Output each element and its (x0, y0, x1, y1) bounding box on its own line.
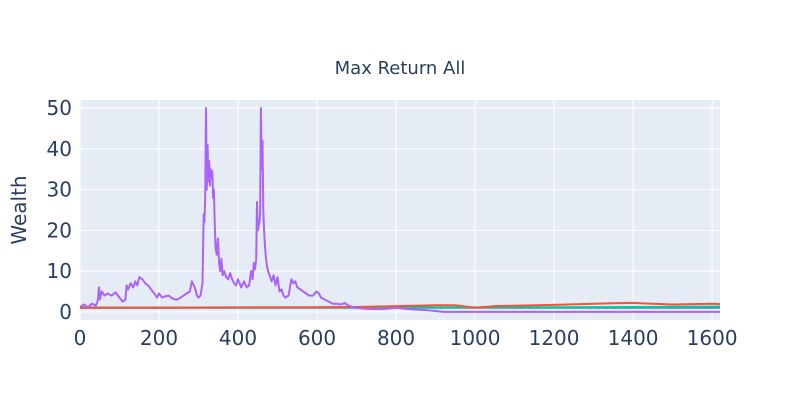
y-tick-label: 10 (47, 259, 72, 283)
y-axis-label: Wealth (7, 175, 31, 244)
series-line-2 (79, 301, 721, 309)
x-tick-label: 400 (219, 326, 257, 350)
x-tick-label: 800 (377, 326, 415, 350)
x-tick-label: 600 (298, 326, 336, 350)
x-tick-label: 1400 (608, 326, 659, 350)
x-axis-ticks: 0 200 400 600 800 1000 1200 1400 1600 (74, 326, 738, 350)
x-tick-label: 200 (140, 326, 178, 350)
chart-title: Max Return All (335, 58, 466, 79)
x-tick-label: 1200 (529, 326, 580, 350)
plot-area (80, 100, 720, 320)
y-tick-label: 40 (47, 137, 72, 161)
y-axis-ticks: 0 10 20 30 40 50 (47, 96, 72, 324)
y-tick-label: 20 (47, 218, 72, 242)
y-tick-label: 0 (59, 300, 72, 324)
x-tick-label: 0 (74, 326, 87, 350)
x-tick-label: 1000 (450, 326, 501, 350)
y-tick-label: 30 (47, 178, 72, 202)
x-tick-label: 1600 (687, 326, 738, 350)
series-lines (79, 107, 721, 313)
series-line-1 (79, 107, 720, 313)
y-tick-label: 50 (47, 96, 72, 120)
